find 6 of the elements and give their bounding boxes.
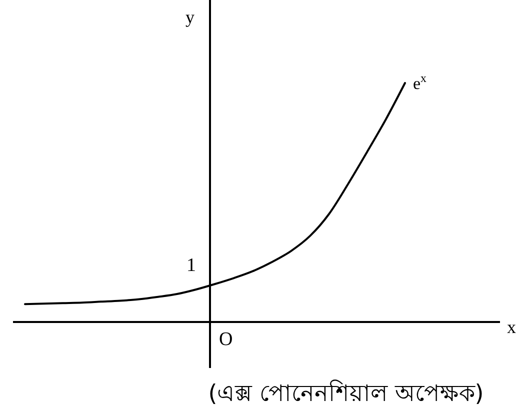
text: x bbox=[507, 317, 516, 337]
text: O bbox=[219, 329, 233, 350]
y-axis-title: y bbox=[186, 7, 194, 27]
series-label: e$^{x}$ bbox=[413, 71, 427, 93]
text: (এক্স পোনেনশিয়াল অপেক্ষক) bbox=[208, 380, 484, 407]
annotation: 1 bbox=[186, 255, 196, 276]
